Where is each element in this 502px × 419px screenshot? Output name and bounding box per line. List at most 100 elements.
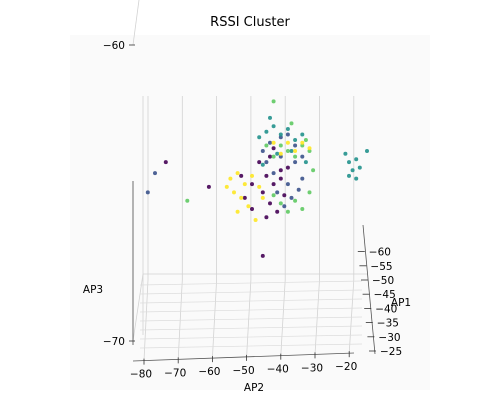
grid-line-y-floor-0 (139, 280, 363, 286)
scatter-point-c0-9 (282, 193, 287, 198)
chart-title: RSSI Cluster (210, 15, 290, 30)
scatter-point-c1-2 (278, 154, 283, 159)
scatter-point-c2-10 (303, 160, 308, 165)
scatter-point-c1-16 (285, 132, 290, 137)
scatter-point-c0-17 (271, 146, 276, 151)
grid-line-y-floor-5 (139, 325, 363, 331)
scatter-point-c2-4 (285, 127, 290, 131)
scatter-point-c1-13 (153, 171, 157, 176)
scatter-point-c3-2 (278, 143, 283, 148)
scatter-point-c3-3 (285, 149, 290, 153)
scatter-point-c2-17 (354, 176, 359, 181)
scatter-point-c2-16 (347, 173, 351, 178)
scatter-point-c3-4 (293, 154, 298, 159)
scatter-point-c3-12 (307, 190, 312, 195)
scatter-point-c3-14 (311, 168, 316, 173)
scatter-point-c2-8 (275, 151, 280, 156)
y-tick-label-7: −60 (369, 247, 391, 259)
scatter-point-c2-3 (278, 132, 283, 137)
scatter-point-c2-1 (264, 129, 269, 134)
x-tick-label-5: −30 (301, 362, 323, 374)
y-tick-label-0: −25 (380, 346, 402, 358)
scatter-point-c4-1 (235, 171, 240, 176)
scatter-point-c2-6 (300, 132, 305, 137)
scatter-point-c0-10 (268, 154, 272, 159)
grid-line-x-floor-3 (246, 279, 252, 357)
scatter-point-c0-0 (250, 182, 254, 187)
scatter-point-c2-2 (271, 124, 276, 129)
y-axis-ticks: −25 −30 −35 −40 −45 −50 −55 −60 (357, 247, 402, 358)
scatter-point-c1-4 (293, 160, 298, 165)
grid-line-y-floor-6 (139, 334, 363, 340)
scatter-point-c1-9 (268, 140, 272, 145)
scatter-point-c0-15 (278, 176, 283, 181)
scatter-point-c1-5 (300, 176, 305, 181)
scatter-point-c1-1 (271, 171, 276, 176)
scatter-point-c2-15 (357, 165, 362, 170)
scatter-point-c0-7 (257, 160, 262, 165)
x-tick-label-0: −80 (130, 369, 152, 381)
scatter-point-c2-14 (354, 157, 359, 162)
x-axis-line (132, 352, 355, 362)
y-tick-label-5: −50 (372, 275, 394, 287)
scatter-point-c2-0 (257, 135, 262, 140)
scatter-point-c1-14 (145, 190, 150, 195)
scatter-point-c1-0 (264, 160, 269, 165)
scatter-point-c4-8 (235, 209, 240, 214)
x-tick-label-6: −20 (335, 361, 357, 373)
scatter-point-c4-3 (232, 190, 236, 195)
scatter-point-c1-12 (300, 154, 305, 159)
scatter-point-c1-7 (282, 204, 287, 209)
scatter-point-c1-17 (296, 187, 301, 192)
scatter-point-c4-4 (239, 195, 244, 200)
scatter-point-c4-17 (224, 184, 229, 189)
scatter-point-c1-11 (293, 143, 298, 148)
scatter-point-c0-14 (260, 253, 265, 258)
scatter-point-c4-5 (250, 173, 254, 178)
grid-line-y-floor-7 (139, 343, 363, 349)
grid-lines (132, 0, 376, 362)
scatter-point-c4-11 (278, 151, 283, 156)
z-axis-label: AP3 (83, 284, 103, 296)
x-axis-ticks: −80 −70 −60 −50 −40 −30 −20 (130, 351, 357, 381)
scatter-point-c0-11 (239, 173, 244, 178)
scatter-point-c0-19 (285, 165, 290, 170)
scatter-point-c3-9 (285, 209, 290, 214)
scatter-point-c2-5 (293, 138, 298, 142)
scatter-point-c0-8 (242, 195, 247, 200)
scatter-point-c4-16 (260, 195, 265, 200)
grid-line-x-floor-4 (280, 279, 286, 356)
scatter-point-c4-15 (307, 146, 312, 151)
y-axis-line (362, 224, 376, 355)
scatter-point-c4-0 (228, 176, 233, 181)
x-tick-label-3: −50 (233, 365, 255, 377)
scatter-point-c3-11 (300, 207, 305, 211)
scatter-point-c4-14 (300, 140, 305, 145)
grid-line-y-floor-1 (139, 289, 363, 295)
scatter-point-c2-18 (365, 149, 369, 153)
scatter-point-c0-3 (268, 201, 272, 206)
scatter-point-c3-16 (271, 99, 276, 104)
x-tick-label-1: −70 (164, 367, 186, 379)
grid-line-x-floor-6 (348, 279, 355, 354)
scatter-point-c0-5 (275, 209, 280, 214)
y-tick-label-2: −35 (377, 318, 399, 330)
scatter-point-c3-7 (271, 193, 276, 198)
scatter-point-c0-6 (278, 168, 283, 173)
scatter-point-c3-8 (278, 201, 283, 206)
grid-line-z-side-1 (132, 0, 140, 46)
scatter-point-c2-12 (347, 160, 351, 165)
y-axis-label: AP1 (391, 297, 411, 309)
scatter-point-c2-13 (350, 168, 355, 173)
scatter-point-c3-15 (303, 138, 308, 142)
scatter-point-c1-3 (285, 182, 290, 187)
y-tick-label-1: −30 (378, 332, 400, 344)
scatter-point-c2-11 (343, 151, 348, 156)
scatter-point-c3-17 (289, 121, 294, 126)
scatter-point-c4-10 (271, 140, 276, 145)
scatter-point-c3-10 (293, 198, 298, 203)
grid-line-x-floor-5 (314, 279, 320, 355)
scatter-point-c0-4 (271, 182, 276, 187)
scatter-point-c4-12 (285, 140, 290, 145)
scatter-point-c4-7 (246, 204, 251, 209)
